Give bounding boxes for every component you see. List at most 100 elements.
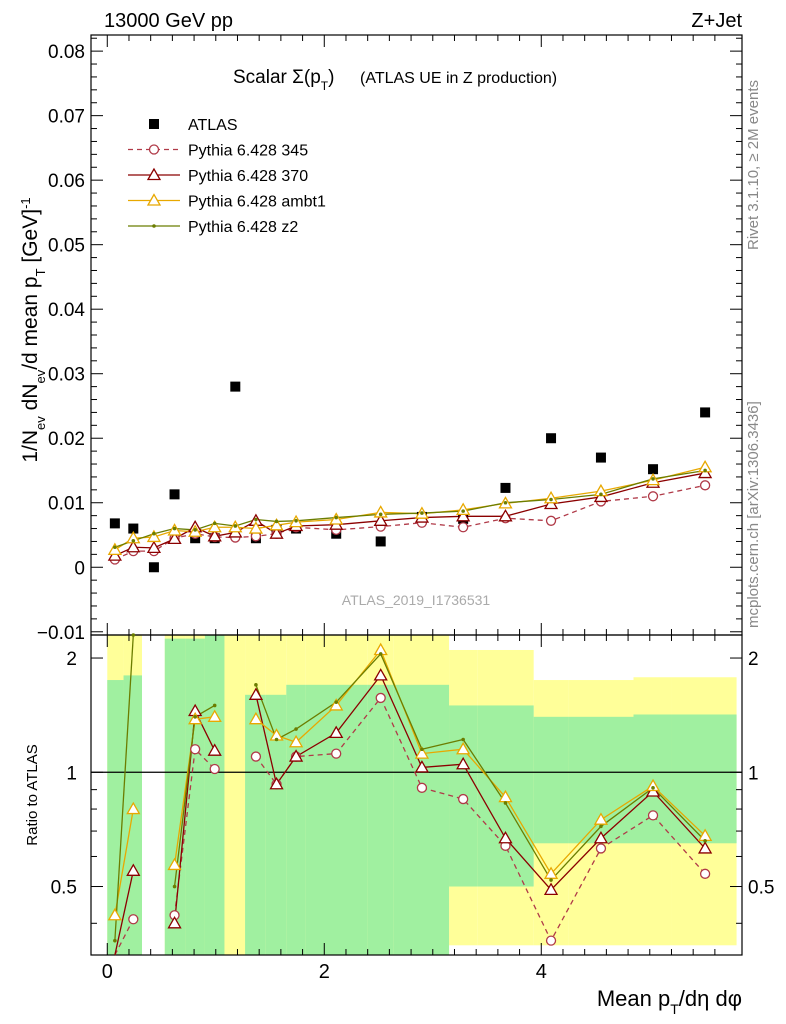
svg-text:1/Nev dNev/d mean pT [GeV]-1: 1/Nev dNev/d mean pT [GeV]-1 [18, 197, 48, 462]
ratio-point [375, 692, 386, 704]
main-point [128, 523, 139, 534]
ratio-point [329, 725, 344, 739]
main-point [699, 480, 711, 491]
main-series-line [114, 466, 706, 551]
main-point [647, 491, 659, 502]
main-point [107, 542, 122, 555]
legend-label: Pythia 6.428 ambt1 [188, 194, 326, 211]
legend-label: Pythia 6.428 z2 [188, 219, 298, 236]
main-point [458, 522, 469, 533]
stat-band-bin [204, 635, 225, 955]
ratio-point [697, 841, 713, 854]
stat-band-bin [185, 638, 205, 955]
ratio-point [269, 776, 284, 790]
legend-marker [148, 144, 160, 155]
main-point [549, 497, 553, 502]
ratio-uncertainty-bands [107, 635, 737, 955]
x-axis-label: Mean pT/dη dφ [597, 986, 742, 1017]
main-point [148, 562, 159, 573]
ratio-point [172, 884, 177, 889]
ratio-point [458, 793, 469, 805]
main-point [269, 518, 284, 531]
ratio-point [647, 810, 659, 821]
ratio-point [549, 878, 553, 882]
ratio-point [378, 652, 383, 656]
main-point [375, 536, 386, 547]
ratio-point [545, 935, 557, 946]
y-tick-label: 0.04 [48, 300, 85, 321]
ratio-point [645, 778, 661, 792]
main-point [595, 452, 606, 463]
ratio-point [543, 882, 559, 895]
svg-text:(ATLAS UE in Z production): (ATLAS UE in Z production) [360, 70, 557, 87]
stat-band-bin [367, 684, 394, 955]
ratio-point [416, 782, 428, 793]
total-band-bin [224, 635, 246, 955]
legend-marker [146, 167, 162, 181]
ratio-point [248, 711, 264, 725]
stat-band-bin [671, 714, 737, 844]
main-point [500, 482, 511, 493]
main-point [113, 545, 117, 550]
main-point [373, 513, 388, 526]
ratio-point [420, 747, 424, 752]
legend-marker [149, 119, 159, 129]
main-point [543, 490, 559, 504]
main-point [193, 528, 197, 532]
main-point [167, 531, 182, 545]
ratio-plot-series [107, 633, 713, 956]
main-point [546, 433, 557, 444]
svg-text:Mean pT/dη dφ: Mean pT/dη dφ [597, 986, 742, 1017]
ratio-point [294, 727, 298, 731]
stat-band-bin [245, 694, 266, 955]
main-point [126, 530, 141, 544]
stat-band-bin [633, 714, 672, 844]
main-point [152, 531, 156, 536]
main-series-line [114, 472, 706, 557]
svg-text:Scalar Σ(pT): Scalar Σ(pT) [233, 67, 334, 93]
main-point [334, 515, 339, 520]
ratio-point [593, 812, 609, 825]
ratio-point [334, 700, 339, 704]
ratio-y-tick-label: 1 [66, 763, 77, 784]
y-tick-label: 0 [74, 558, 85, 579]
y-tick-label: 0.02 [48, 429, 85, 450]
legend-label: ATLAS [188, 117, 238, 134]
legend-marker [146, 193, 162, 206]
ratio-point [593, 830, 609, 844]
ratio-point [131, 633, 136, 637]
ratio-point [503, 801, 508, 805]
main-point [651, 477, 655, 481]
ratio-series-line [114, 634, 134, 941]
mcplots-source-note: mcplots.cern.ch [arXiv:1306.3436] [745, 401, 762, 628]
ratio-point [599, 824, 603, 829]
ratio-point [128, 914, 139, 925]
main-series-line [114, 484, 706, 561]
main-point [648, 464, 659, 475]
ratio-point [212, 703, 217, 708]
ratio-point [461, 737, 465, 742]
main-point [131, 539, 136, 543]
main-point [294, 519, 298, 523]
ratio-point [274, 737, 279, 742]
ratio-series-line [255, 652, 706, 882]
ratio-point [167, 915, 182, 929]
main-point [126, 539, 141, 553]
main-point [420, 511, 424, 515]
legend-label: Pythia 6.428 345 [188, 143, 308, 160]
y-tick-label: −0.01 [37, 623, 85, 644]
ratio-point [703, 838, 707, 843]
ratio-point [254, 683, 258, 687]
main-point [248, 521, 264, 534]
analysis-tag: ATLAS_2019_I1736531 [342, 592, 491, 608]
main-point [146, 540, 162, 554]
x-tick-label: 4 [536, 961, 547, 983]
main-point [545, 515, 557, 526]
ratio-point [288, 749, 304, 762]
main-point [503, 500, 508, 505]
main-point [700, 407, 711, 418]
main-point [373, 505, 388, 518]
x-tick-label: 2 [319, 961, 330, 983]
ratio-point [250, 751, 262, 762]
